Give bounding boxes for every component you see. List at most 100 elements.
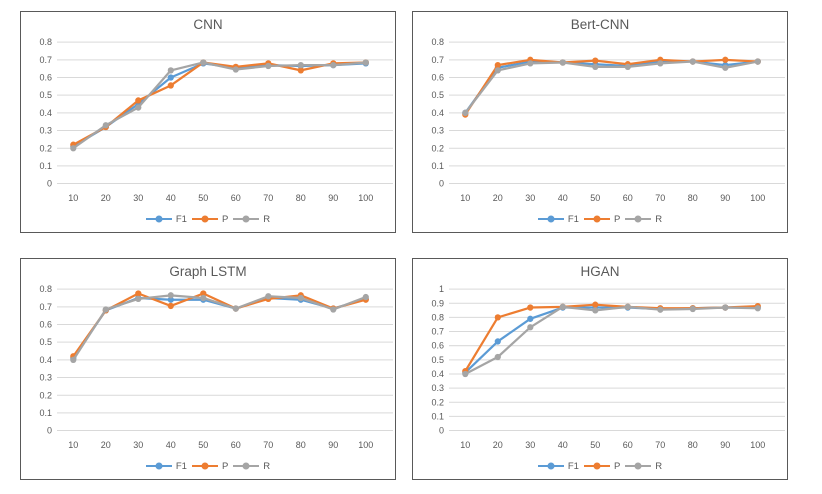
legend-line-marker-icon	[191, 464, 218, 468]
legend-item-r: R	[625, 214, 662, 225]
chart-legend-graph-lstm: F1 P R	[21, 457, 395, 479]
svg-text:0.4: 0.4	[40, 355, 52, 365]
legend-item-f1: F1	[145, 460, 187, 472]
svg-text:90: 90	[328, 193, 338, 203]
legend-line-marker-icon	[625, 217, 652, 221]
svg-text:20: 20	[493, 440, 503, 450]
svg-text:0.4: 0.4	[432, 108, 444, 118]
svg-text:0.8: 0.8	[432, 312, 444, 322]
legend-label-f1: F1	[175, 460, 187, 472]
chart-canvas-graph-lstm: 0 0.1 0.2 0.3 0.4 0.5 0.6 0.7 0.8 10 20 30 40 50 60 70 8…	[40, 284, 393, 450]
svg-text:0.1: 0.1	[40, 161, 52, 171]
legend-line-marker-icon	[583, 217, 610, 221]
legend-item-p: P	[191, 461, 228, 472]
chart-canvas-hgan: 0 0.1 0.2 0.3 0.4 0.5 0.6 0.7 0.8 0.9 1 10 20 30 40 50 6…	[432, 284, 785, 450]
legend-line-marker-icon	[191, 217, 218, 221]
svg-text:0.3: 0.3	[432, 383, 444, 393]
chart-title-cnn: CNN	[193, 17, 223, 32]
chart-panel-cnn: CNN 0 0.1 0.2 0.3 0.4 0.5 0.6 0.7 0.8 10 20 30 40 50 6…	[20, 11, 396, 233]
svg-text:20: 20	[101, 440, 111, 450]
svg-text:0.6: 0.6	[432, 341, 444, 351]
legend-line-marker-icon	[537, 217, 564, 221]
svg-text:0.1: 0.1	[432, 161, 444, 171]
svg-text:0.1: 0.1	[40, 408, 52, 418]
svg-text:0.2: 0.2	[40, 390, 52, 400]
svg-text:70: 70	[263, 440, 273, 450]
svg-text:50: 50	[198, 193, 208, 203]
legend-item-f1: F1	[145, 214, 187, 225]
svg-text:40: 40	[166, 193, 176, 203]
chart-panel-graph-lstm: Graph LSTM 0 0.1 0.2 0.3 0.4 0.5 0.6 0.7 0.8 10 20…	[20, 258, 396, 480]
chart-canvas-bert-cnn: 0 0.1 0.2 0.3 0.4 0.5 0.6 0.7 0.8 10 20 30 40 50 60 70 8…	[432, 37, 785, 203]
svg-text:40: 40	[558, 193, 568, 203]
legend-item-p: P	[583, 213, 621, 225]
legend-item-r: R	[625, 461, 662, 472]
svg-text:80: 80	[688, 193, 698, 203]
svg-text:0.7: 0.7	[432, 327, 444, 337]
chart-panel-hgan: HGAN 0 0.1 0.2 0.3 0.4 0.5 0.6 0.7 0.8 0.9 1 10 20 30…	[412, 258, 788, 480]
svg-text:30: 30	[525, 193, 535, 203]
legend-label-r: R	[655, 213, 663, 225]
svg-text:0.7: 0.7	[40, 302, 52, 312]
chart-title-bert-cnn: Bert-CNN	[570, 17, 630, 32]
svg-text:10: 10	[68, 193, 78, 203]
svg-text:10: 10	[460, 440, 470, 450]
chart-panel-bert-cnn: Bert-CNN 0 0.1 0.2 0.3 0.4 0.5 0.6 0.7 0.8 10 20 30…	[412, 11, 788, 233]
svg-text:0.2: 0.2	[40, 143, 52, 153]
legend-line-marker-icon	[145, 464, 172, 468]
svg-text:0.2: 0.2	[432, 143, 444, 153]
svg-text:10: 10	[68, 440, 78, 450]
svg-text:90: 90	[720, 193, 730, 203]
legend-label-p: P	[221, 213, 229, 225]
legend-label-p: P	[613, 213, 621, 225]
svg-text:40: 40	[166, 440, 176, 450]
svg-text:0.8: 0.8	[40, 37, 52, 47]
svg-text:60: 60	[231, 193, 241, 203]
svg-text:0.2: 0.2	[432, 397, 444, 407]
legend-line-marker-icon	[625, 464, 652, 468]
svg-text:0.5: 0.5	[40, 90, 52, 100]
legend-label-f1: F1	[567, 460, 579, 472]
svg-text:20: 20	[101, 193, 111, 203]
svg-text:0.4: 0.4	[40, 108, 52, 118]
svg-text:50: 50	[198, 440, 208, 450]
svg-text:20: 20	[493, 193, 503, 203]
chart-title-hgan: HGAN	[580, 264, 620, 279]
chart-legend-cnn: F1 P R	[21, 210, 395, 232]
svg-text:60: 60	[623, 193, 633, 203]
svg-text:0.3: 0.3	[432, 126, 444, 136]
svg-text:90: 90	[720, 440, 730, 450]
svg-text:0.9: 0.9	[432, 298, 444, 308]
svg-text:50: 50	[590, 440, 600, 450]
svg-text:0.6: 0.6	[40, 73, 52, 83]
legend-item-f1: F1	[537, 460, 579, 472]
legend-item-p: P	[191, 213, 229, 225]
legend-label-r: R	[655, 460, 663, 472]
svg-text:0.5: 0.5	[432, 90, 444, 100]
svg-text:0.6: 0.6	[40, 320, 52, 330]
svg-text:10: 10	[460, 193, 470, 203]
svg-text:70: 70	[655, 193, 665, 203]
legend-line-marker-icon	[537, 464, 564, 468]
svg-text:0.5: 0.5	[432, 355, 444, 365]
svg-text:100: 100	[358, 193, 373, 203]
svg-text:80: 80	[688, 440, 698, 450]
svg-text:90: 90	[328, 440, 338, 450]
svg-text:0.7: 0.7	[432, 55, 444, 65]
svg-text:0.4: 0.4	[432, 369, 444, 379]
svg-text:0: 0	[47, 426, 52, 436]
chart-legend-bert-cnn: F1 P R	[413, 210, 787, 232]
chart-canvas-cnn: 0 0.1 0.2 0.3 0.4 0.5 0.6 0.7 0.8 10 20 30 40 50 60 70 8…	[40, 37, 393, 203]
legend-label-r: R	[263, 213, 271, 225]
svg-text:100: 100	[750, 193, 765, 203]
svg-text:30: 30	[525, 440, 535, 450]
svg-text:0.7: 0.7	[40, 55, 52, 65]
svg-text:0.3: 0.3	[40, 373, 52, 383]
legend-label-f1: F1	[567, 213, 579, 225]
chart-title-graph-lstm: Graph LSTM	[169, 264, 247, 279]
svg-text:0.6: 0.6	[432, 73, 444, 83]
chart-legend-hgan: F1 P R	[413, 457, 787, 479]
legend-line-marker-icon	[233, 217, 260, 221]
svg-text:0.8: 0.8	[432, 37, 444, 47]
